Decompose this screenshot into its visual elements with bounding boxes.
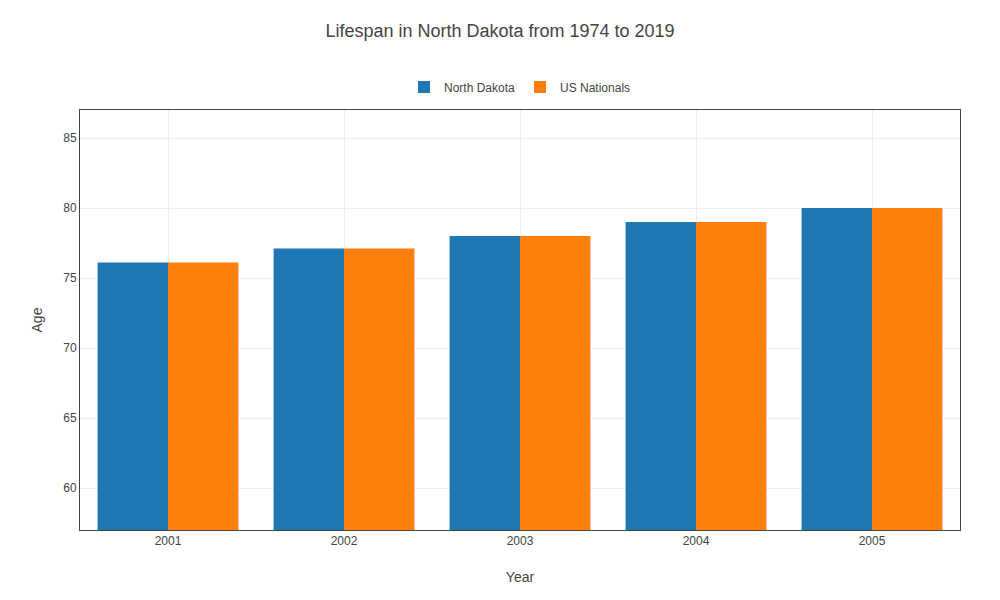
svg-text:80: 80 xyxy=(63,201,77,215)
svg-text:North Dakota: North Dakota xyxy=(444,81,515,95)
svg-text:60: 60 xyxy=(63,481,77,495)
svg-text:85: 85 xyxy=(63,131,77,145)
svg-text:70: 70 xyxy=(63,341,77,355)
svg-text:2003: 2003 xyxy=(507,534,534,548)
svg-text:2004: 2004 xyxy=(683,534,710,548)
svg-text:75: 75 xyxy=(63,271,77,285)
svg-text:Year: Year xyxy=(506,569,535,585)
svg-text:Lifespan in North Dakota from: Lifespan in North Dakota from 1974 to 20… xyxy=(325,21,674,41)
svg-text:Age: Age xyxy=(29,307,45,332)
svg-text:2005: 2005 xyxy=(859,534,886,548)
svg-text:65: 65 xyxy=(63,411,77,425)
svg-text:US Nationals: US Nationals xyxy=(560,81,630,95)
svg-text:2001: 2001 xyxy=(155,534,182,548)
svg-text:2002: 2002 xyxy=(331,534,358,548)
